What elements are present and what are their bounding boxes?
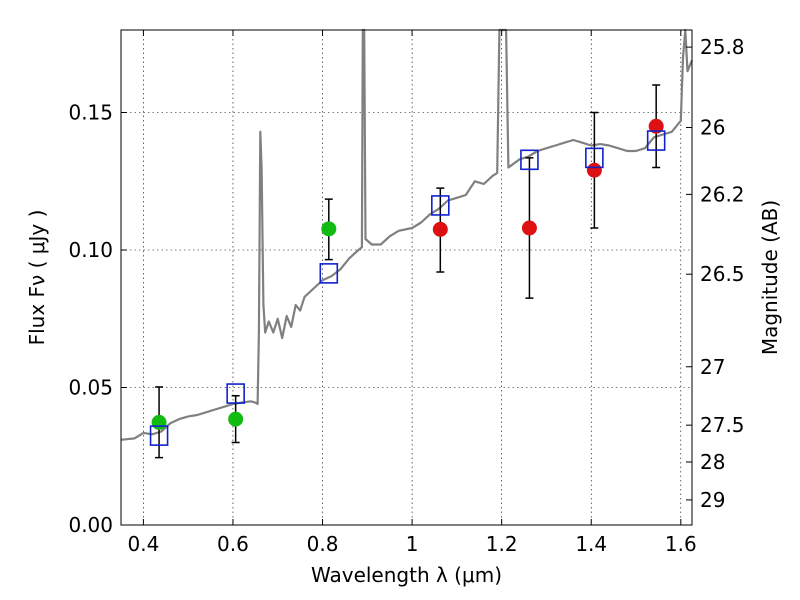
green-data-point [228, 411, 244, 427]
y-tick-label: 0.10 [68, 238, 113, 262]
y-tick-label: 0.00 [68, 513, 113, 537]
data-markers [149, 84, 666, 459]
y-axis-label: Flux Fν ( μJy ) [25, 210, 49, 346]
right-tick-label: 26 [700, 116, 725, 140]
model-square-marker [149, 425, 169, 446]
x-axis-label: Wavelength λ (μm) [311, 563, 502, 587]
x-tick-label: 1.2 [486, 532, 518, 556]
right-tick-label: 27.5 [700, 413, 745, 437]
plot-frame [120, 29, 693, 526]
green-data-point [321, 221, 337, 237]
model-spectrum-line [120, 28, 694, 441]
model-square-marker [226, 383, 245, 404]
model-square-marker [319, 263, 339, 284]
right-tick-label: 29 [700, 488, 725, 512]
model-square-marker [520, 149, 539, 171]
spectrum-layer [120, 28, 694, 441]
right-tick-label: 26.2 [700, 182, 745, 206]
x-tick-label: 0.4 [127, 532, 159, 556]
red-data-point [648, 118, 664, 134]
grid-lines [121, 30, 692, 526]
red-data-point [432, 221, 448, 237]
y-tick-label: 0.15 [68, 101, 113, 125]
axes [120, 29, 693, 526]
right-tick-label: 27 [700, 355, 725, 379]
y-tick-label: 0.05 [68, 376, 113, 400]
x-tick-label: 0.8 [307, 532, 339, 556]
right-tick-label: 28 [700, 450, 725, 474]
model-square-marker [431, 195, 450, 216]
ticks: 0.4 0.6 0.8 1 1.2 1.4 1.6 0.00 0.05 0.10 0.15 25.8 2… [68, 30, 745, 556]
right-tick-label: 26.5 [700, 262, 745, 286]
x-tick-label: 1 [406, 532, 419, 556]
model-square-marker [646, 130, 666, 151]
red-data-point [586, 162, 602, 178]
x-tick-label: 1.6 [665, 532, 697, 556]
red-data-point [521, 220, 537, 236]
right-axis-label: Magnitude (AB) [758, 200, 782, 355]
right-tick-label: 25.8 [700, 35, 745, 59]
model-square-marker [585, 147, 604, 169]
green-data-point [151, 414, 167, 430]
x-tick-label: 1.4 [575, 532, 607, 556]
x-tick-label: 0.6 [217, 532, 249, 556]
